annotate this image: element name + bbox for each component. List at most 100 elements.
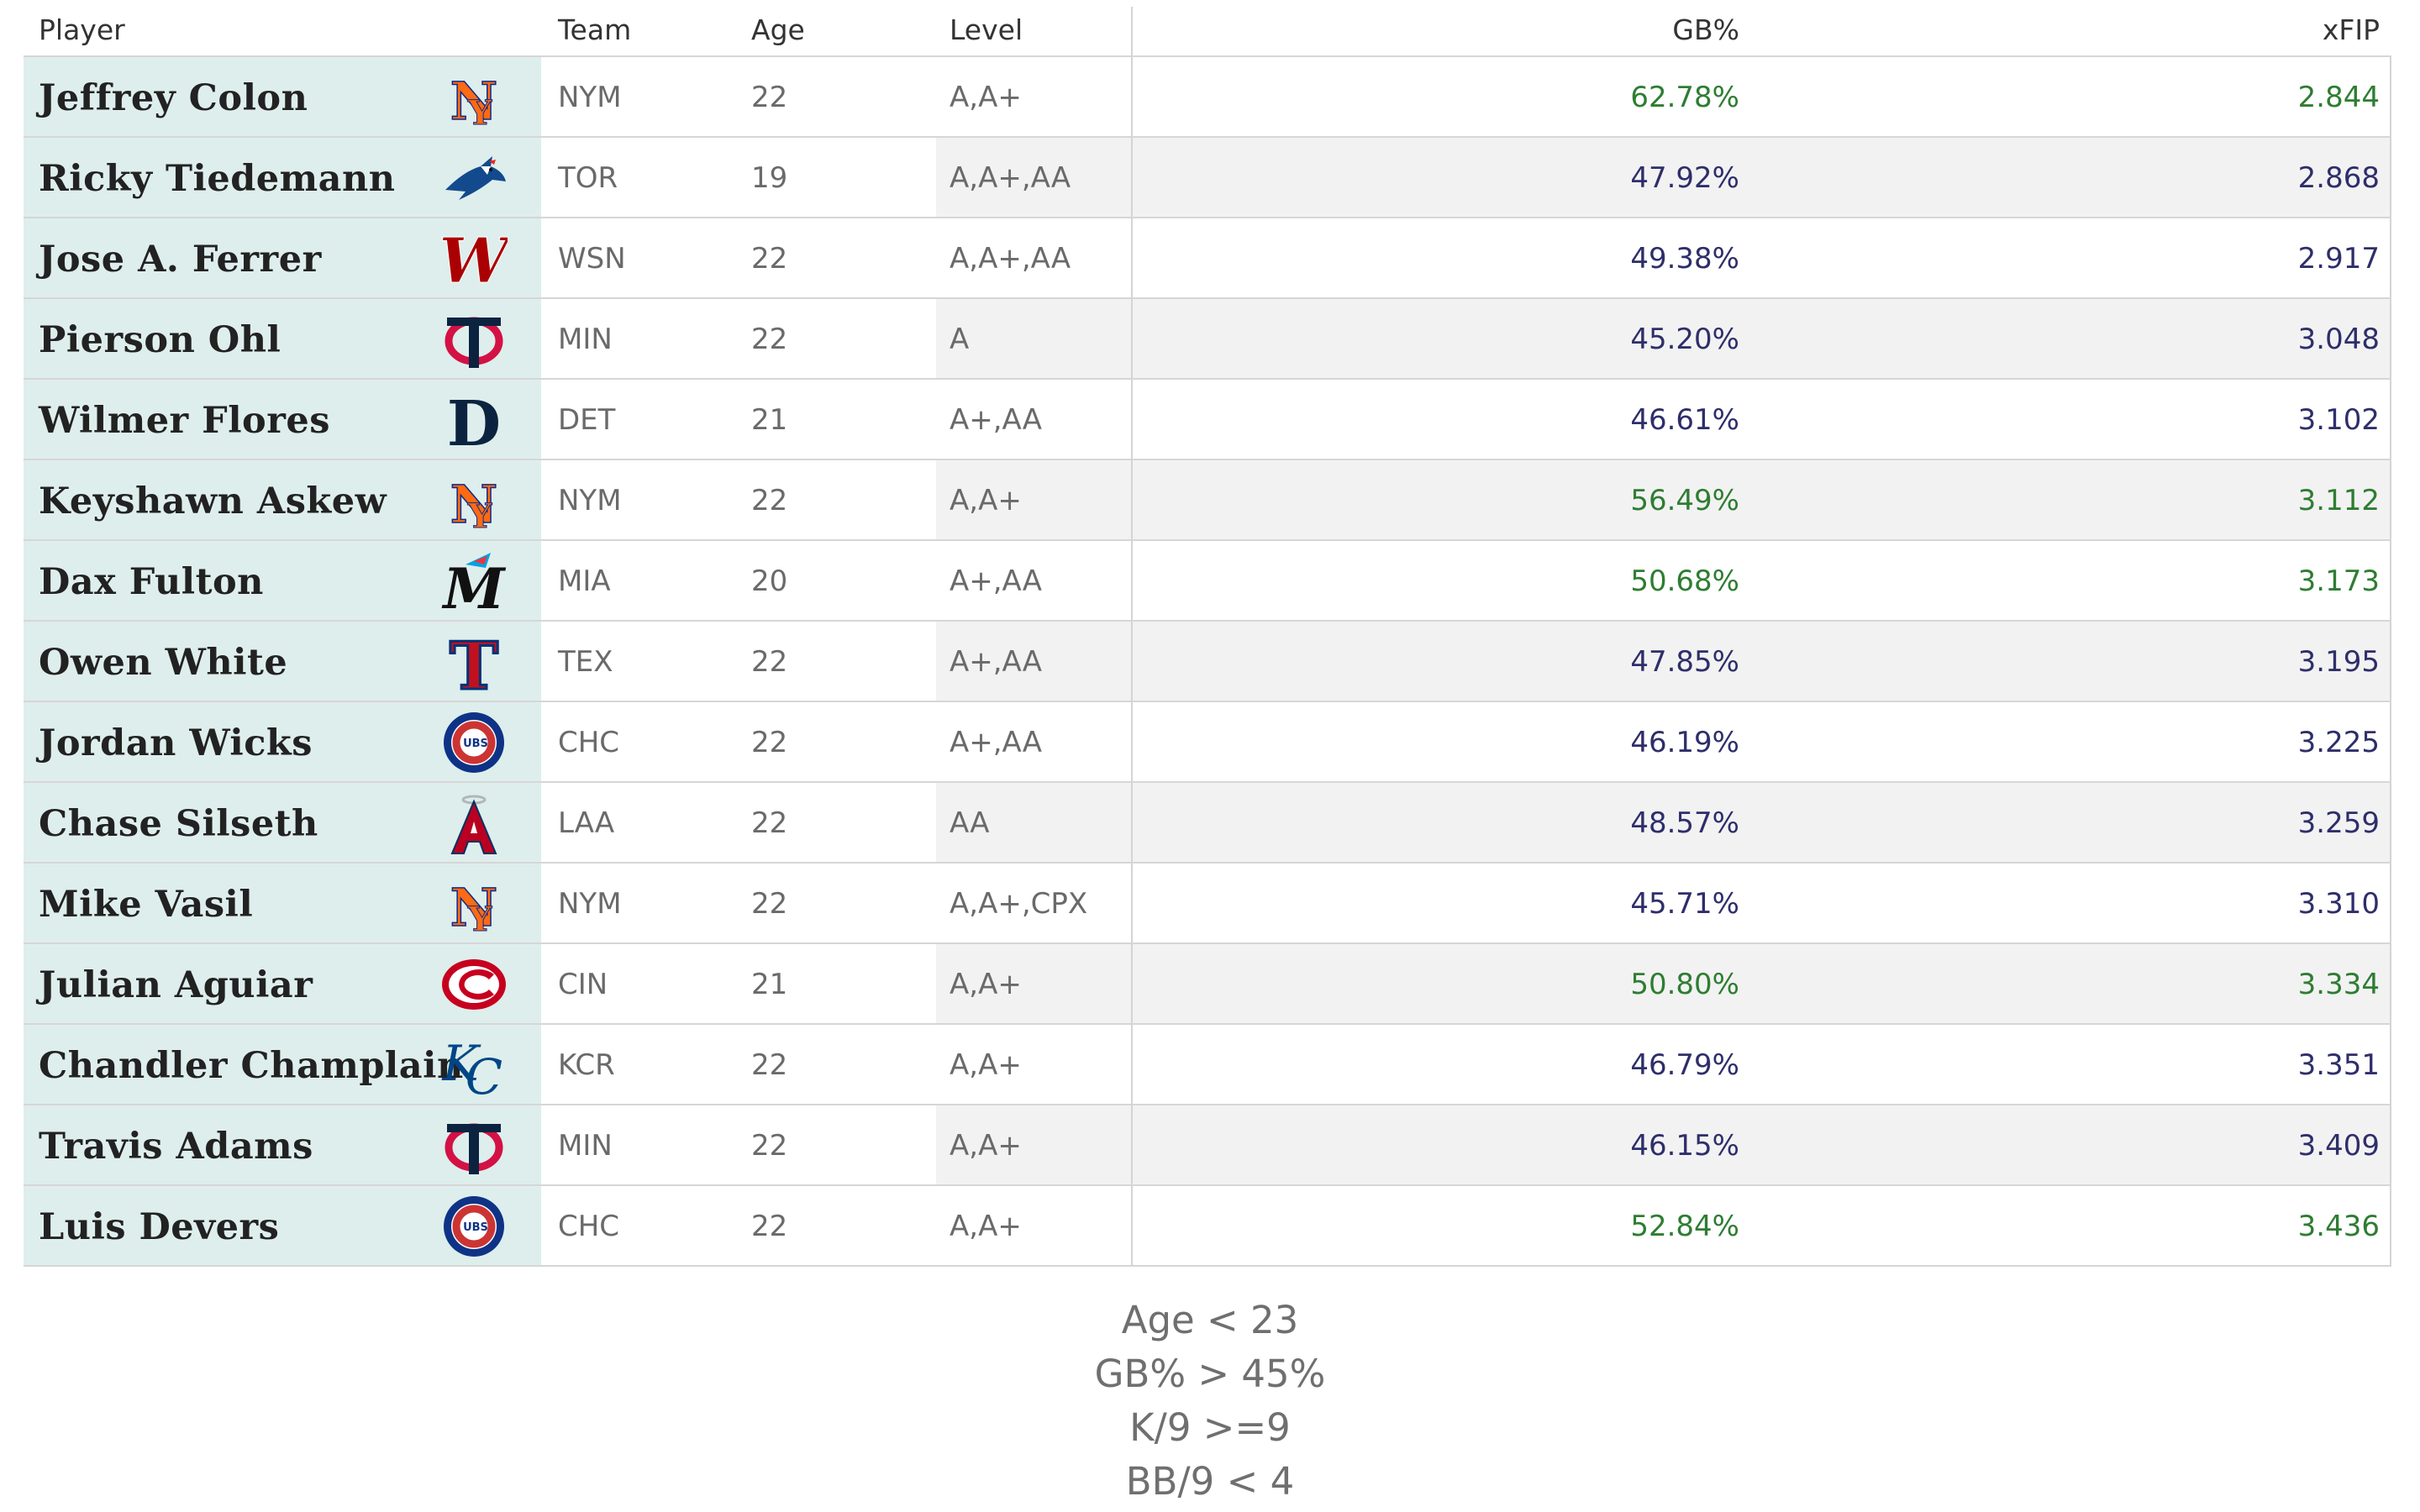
table-row[interactable]: Travis Adams MIN 22 A,A+ 46.15% 3.409	[24, 1104, 2391, 1184]
gb-percent: 56.49%	[1630, 484, 1739, 517]
stats-cell	[1131, 1186, 2391, 1265]
blue-jays-logo-icon	[440, 144, 508, 212]
xfip-value: 3.334	[2297, 968, 2380, 1001]
player-name[interactable]: Luis Devers	[39, 1206, 280, 1248]
table-row[interactable]: Chandler Champlain K C KCR 22 A,A+ 46.79% 3.351	[24, 1023, 2391, 1105]
team-abbr: CIN	[558, 968, 608, 1001]
player-age: 22	[751, 242, 788, 276]
level-cell	[936, 783, 1131, 862]
xfip-value: 3.195	[2297, 645, 2380, 679]
player-cell: Chase Silseth	[24, 783, 541, 862]
svg-text:T: T	[450, 628, 498, 696]
player-cell: Jeffrey Colon N Y	[24, 57, 541, 136]
svg-text:UBS: UBS	[463, 1221, 488, 1234]
player-name[interactable]: Chandler Champlain	[39, 1045, 464, 1087]
team-abbr: TEX	[558, 645, 613, 679]
player-age: 22	[751, 484, 788, 517]
player-name[interactable]: Jeffrey Colon	[39, 77, 308, 119]
player-name[interactable]: Jose A. Ferrer	[39, 239, 322, 281]
player-name[interactable]: Julian Aguiar	[39, 964, 313, 1006]
table-row[interactable]: Jose A. Ferrer W WSN 22 A,A+,AA 49.38% 2.917	[24, 217, 2391, 298]
xfip-value: 3.351	[2297, 1048, 2380, 1082]
table-row[interactable]: Wilmer Flores D DET 21 A+,AA 46.61% 3.102	[24, 378, 2391, 460]
player-level: A,A+,AA	[950, 242, 1071, 276]
player-age: 22	[751, 726, 788, 759]
player-name[interactable]: Pierson Ohl	[39, 319, 281, 361]
player-name[interactable]: Jordan Wicks	[39, 722, 313, 764]
svg-text:C: C	[466, 1048, 502, 1099]
gb-percent: 47.85%	[1630, 645, 1739, 679]
player-cell: Luis Devers UBS	[24, 1186, 541, 1265]
header-xfip[interactable]: xFIP	[2322, 13, 2380, 46]
table-row[interactable]: Jeffrey Colon N Y NYM 22 A,A+ 62.78% 2.844	[24, 55, 2391, 136]
level-cell	[936, 944, 1131, 1023]
gb-percent: 46.15%	[1630, 1129, 1739, 1163]
player-level: A+,AA	[950, 564, 1043, 598]
player-level: A,A+	[950, 81, 1022, 114]
stats-cell	[1131, 1025, 2391, 1104]
gb-percent: 46.61%	[1630, 403, 1739, 437]
xfip-value: 3.048	[2297, 323, 2380, 356]
table-row[interactable]: Pierson Ohl MIN 22 A 45.20% 3.048	[24, 297, 2391, 378]
table-row[interactable]: Jordan Wicks UBS CHC 22 A+,AA 46.19% 3.225	[24, 701, 2391, 781]
player-age: 22	[751, 81, 788, 114]
stats-cell	[1131, 783, 2391, 862]
xfip-value: 3.112	[2297, 484, 2380, 517]
svg-text:W: W	[440, 225, 508, 292]
svg-text:N: N	[450, 877, 498, 937]
player-name[interactable]: Mike Vasil	[39, 884, 254, 926]
player-age: 21	[751, 968, 788, 1001]
stats-cell	[1131, 541, 2391, 620]
table-row[interactable]: Owen White T TEX 22 A+,AA 47.85% 3.195	[24, 620, 2391, 706]
table-row[interactable]: Chase Silseth LAA 22 AA 48.57% 3.259	[24, 781, 2391, 862]
gb-percent: 45.20%	[1630, 323, 1739, 356]
player-name[interactable]: Travis Adams	[39, 1126, 313, 1168]
header-age[interactable]: Age	[751, 13, 805, 46]
header-player[interactable]: Player	[39, 13, 125, 46]
xfip-value: 3.173	[2297, 564, 2380, 598]
player-name[interactable]: Wilmer Flores	[39, 400, 330, 442]
player-name[interactable]: Ricky Tiedemann	[39, 158, 396, 200]
player-age: 21	[751, 403, 788, 437]
table-row[interactable]: Ricky Tiedemann TOR 19 A,A+,AA 47.92% 2.868	[24, 136, 2391, 217]
level-cell	[936, 299, 1131, 378]
table-row[interactable]: Keyshawn Askew N Y NYM 22 A,A+ 56.49% 3.112	[24, 459, 2391, 539]
gb-percent: 62.78%	[1630, 81, 1739, 114]
player-cell: Mike Vasil N Y	[24, 864, 541, 942]
stats-cell	[1131, 57, 2391, 136]
svg-text:M: M	[441, 556, 506, 615]
stats-cell	[1131, 299, 2391, 378]
player-age: 22	[751, 1129, 788, 1163]
xfip-value: 3.225	[2297, 726, 2380, 759]
table-row[interactable]: Mike Vasil N Y NYM 22 A,A+,CPX 45.71% 3.310	[24, 862, 2391, 942]
header-team[interactable]: Team	[558, 13, 632, 46]
cubs-logo-icon: UBS	[440, 709, 508, 776]
table-row[interactable]: Luis Devers UBS CHC 22 A,A+ 52.84% 3.436	[24, 1184, 2391, 1267]
player-level: A+,AA	[950, 403, 1043, 437]
player-level: A,A+	[950, 1048, 1022, 1082]
stats-cell	[1131, 1105, 2391, 1184]
header-gb[interactable]: GB%	[1672, 13, 1739, 46]
marlins-logo-icon: M	[440, 548, 508, 622]
svg-text:N: N	[450, 474, 498, 534]
player-level: A+,AA	[950, 645, 1043, 679]
twins-logo-icon	[440, 1112, 508, 1179]
player-name[interactable]: Owen White	[39, 642, 288, 684]
player-name[interactable]: Chase Silseth	[39, 803, 318, 845]
team-abbr: LAA	[558, 806, 615, 840]
player-name[interactable]: Dax Fulton	[39, 561, 264, 603]
table-row[interactable]: Dax Fulton M MIA 20 A+,AA 50.68% 3.173	[24, 539, 2391, 622]
team-abbr: TOR	[558, 161, 618, 195]
header-level[interactable]: Level	[950, 13, 1023, 46]
svg-text:K: K	[441, 1035, 481, 1092]
table-row[interactable]: Julian Aguiar CIN 21 A,A+ 50.80% 3.334	[24, 942, 2391, 1023]
player-name[interactable]: Keyshawn Askew	[39, 480, 387, 522]
player-level: AA	[950, 806, 990, 840]
gb-percent: 50.68%	[1630, 564, 1739, 598]
svg-text:D: D	[447, 388, 501, 454]
svg-text:Y: Y	[467, 496, 492, 534]
team-abbr: MIA	[558, 564, 611, 598]
